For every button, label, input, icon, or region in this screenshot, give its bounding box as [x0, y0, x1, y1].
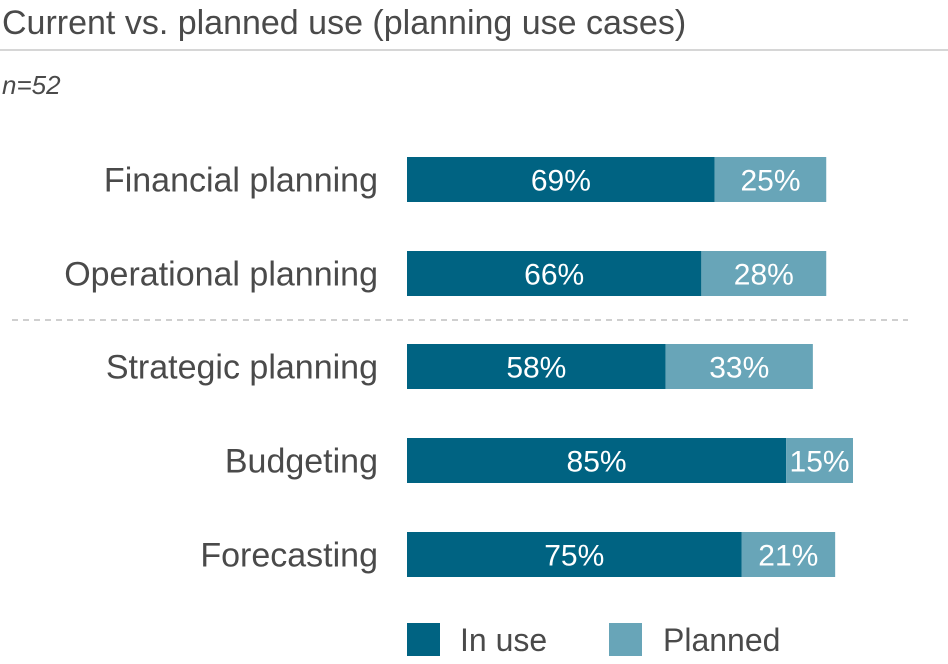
- value-label-planned-budgeting: 15%: [790, 446, 850, 479]
- value-label-planned-financial-planning: 25%: [740, 165, 800, 198]
- category-label-strategic-planning: Strategic planning: [106, 349, 378, 387]
- value-labels: 69% 25% 66% 28% 58% 33% 85% 15% 75% 21%: [506, 165, 849, 573]
- bar-planned-operational-planning: [701, 251, 827, 296]
- bar-in-use-budgeting: [407, 438, 787, 483]
- bar-in-use-forecasting: [407, 532, 742, 577]
- bar-in-use-financial-planning: [407, 157, 715, 202]
- bar-planned-financial-planning: [714, 157, 827, 202]
- chart-title: Current vs. planned use (planning use ca…: [2, 4, 686, 42]
- legend: In use Planned: [407, 622, 780, 658]
- value-label-planned-strategic-planning: 33%: [709, 352, 769, 385]
- category-label-financial-planning: Financial planning: [104, 162, 378, 200]
- value-label-in-use-operational-planning: 66%: [524, 259, 584, 292]
- legend-swatch-planned: [609, 623, 642, 656]
- value-label-planned-operational-planning: 28%: [734, 259, 794, 292]
- legend-swatch-in-use: [407, 623, 440, 656]
- legend-label-in-use: In use: [460, 622, 547, 658]
- category-label-budgeting: Budgeting: [225, 443, 378, 481]
- value-label-in-use-budgeting: 85%: [567, 446, 627, 479]
- value-label-in-use-financial-planning: 69%: [531, 165, 591, 198]
- category-label-forecasting: Forecasting: [200, 537, 378, 575]
- value-label-in-use-strategic-planning: 58%: [506, 352, 566, 385]
- value-label-in-use-forecasting: 75%: [544, 540, 604, 573]
- bar-in-use-strategic-planning: [407, 344, 666, 389]
- bar-in-use-operational-planning: [407, 251, 702, 296]
- chart-subtitle: n=52: [2, 70, 61, 100]
- bar-planned-forecasting: [741, 532, 836, 577]
- bars: [407, 157, 853, 577]
- category-labels: Financial planning Operational planning St…: [64, 162, 378, 575]
- value-label-planned-forecasting: 21%: [758, 540, 818, 573]
- legend-label-planned: Planned: [663, 622, 780, 658]
- bar-planned-strategic-planning: [665, 344, 813, 389]
- category-label-operational-planning: Operational planning: [64, 256, 378, 294]
- bar-planned-budgeting: [786, 438, 853, 483]
